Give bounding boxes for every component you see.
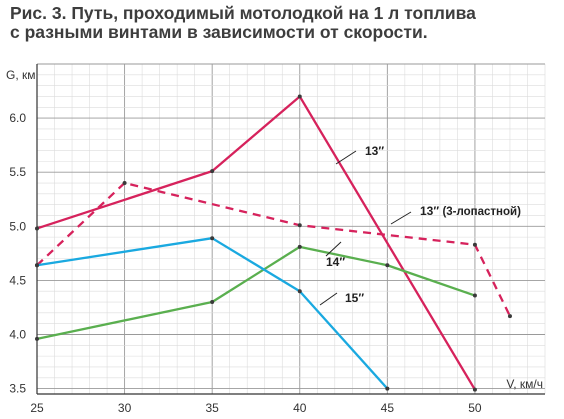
data-point bbox=[297, 244, 302, 249]
x-tick-label: 40 bbox=[293, 401, 307, 415]
data-point bbox=[385, 386, 390, 391]
series-lines bbox=[35, 94, 512, 392]
series-line-4 bbox=[36, 237, 389, 390]
data-point bbox=[472, 387, 477, 392]
x-tick-label: 35 bbox=[205, 401, 219, 415]
data-point bbox=[210, 300, 215, 305]
data-point bbox=[35, 263, 39, 268]
series-label-note: (3-лопастной) bbox=[442, 206, 521, 218]
y-tick-label: 4.5 bbox=[9, 273, 26, 287]
axes: 25 30 35 40 45 50 3.5 4.0 4.5 5.0 5.5 6.0 G, км V, км… bbox=[6, 64, 545, 415]
data-point bbox=[210, 236, 215, 241]
x-tick-label: 45 bbox=[381, 401, 395, 415]
y-tick-label: 3.5 bbox=[9, 382, 26, 396]
y-tick-label: 5.5 bbox=[9, 165, 26, 179]
y-tick-label: 5.0 bbox=[9, 219, 26, 233]
y-tick-label: 6.0 bbox=[9, 111, 26, 125]
label-leader-line bbox=[335, 150, 357, 165]
chart-title: Рис. 3. Путь, проходимый мотолодкой на 1… bbox=[10, 4, 560, 42]
data-point bbox=[122, 181, 127, 186]
x-axis-label: V, км/ч bbox=[506, 377, 543, 391]
y-axis-label: G, км bbox=[6, 68, 36, 82]
label-leader-line bbox=[390, 211, 412, 225]
grid bbox=[36, 63, 546, 394]
chart-title-line-2: с разными винтами в зависимости от скоро… bbox=[10, 22, 428, 42]
data-point bbox=[297, 223, 302, 228]
data-point bbox=[297, 94, 302, 99]
data-point bbox=[297, 289, 302, 294]
series-label: 13″ bbox=[365, 144, 384, 158]
data-point bbox=[35, 336, 39, 341]
data-point bbox=[472, 293, 477, 298]
x-tick-label: 30 bbox=[118, 401, 132, 415]
series-label: 13″ (3-лопастной) bbox=[420, 204, 521, 218]
data-point bbox=[472, 242, 477, 247]
x-tick-label: 25 bbox=[30, 401, 44, 415]
data-point bbox=[507, 314, 512, 319]
series-label: 15″ bbox=[345, 291, 364, 305]
data-point bbox=[210, 169, 215, 174]
chart-title-line-1: Рис. 3. Путь, проходимый мотолодкой на 1… bbox=[10, 3, 476, 23]
series-label: 14″ bbox=[326, 255, 345, 269]
data-point bbox=[385, 263, 390, 268]
series-labels: 13″13″ (3-лопастной)14″15″ bbox=[319, 144, 521, 306]
x-tick-label: 50 bbox=[468, 401, 482, 415]
series-line-1 bbox=[36, 95, 476, 391]
y-tick-label: 4.0 bbox=[9, 327, 26, 341]
series-line-3 bbox=[36, 245, 476, 340]
label-leader-line bbox=[325, 241, 342, 257]
data-point bbox=[35, 226, 39, 231]
series-label-main: 13″ bbox=[420, 204, 442, 218]
label-leader-line bbox=[319, 292, 338, 306]
series-line-2 bbox=[36, 181, 511, 317]
